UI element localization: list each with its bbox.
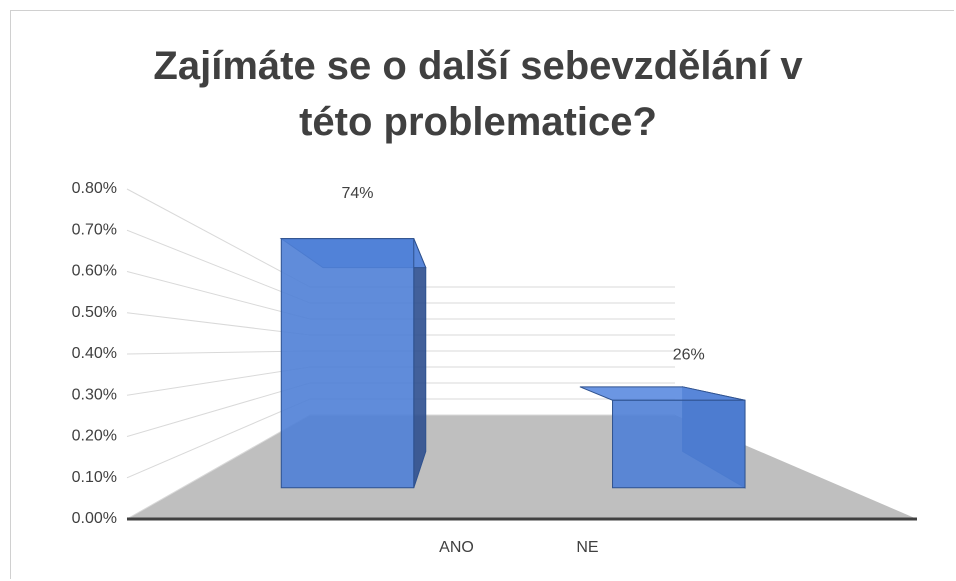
x-tick-label: ANO (439, 539, 474, 556)
bar (280, 238, 415, 489)
floor (127, 415, 917, 519)
y-tick-label: 0.10% (72, 469, 117, 486)
bar-top (579, 386, 746, 401)
bar (612, 399, 746, 489)
chart-title: Zajímáte se o další sebevzdělání v této … (153, 44, 803, 144)
data-label: 26% (673, 346, 705, 363)
y-tick-label: 0.00% (72, 510, 117, 527)
data-label: 74% (342, 185, 374, 202)
y-tick-label: 0.20% (72, 428, 117, 445)
x-tick-label: NE (576, 539, 598, 556)
bar-side (413, 238, 427, 488)
y-tick-label: 0.80% (72, 180, 117, 197)
y-tick-label: 0.40% (72, 345, 117, 362)
y-tick-label: 0.60% (72, 263, 117, 280)
y-tick-label: 0.30% (72, 386, 117, 403)
chart-frame (10, 10, 954, 579)
y-tick-label: 0.50% (72, 304, 117, 321)
y-tick-label: 0.70% (72, 221, 117, 238)
